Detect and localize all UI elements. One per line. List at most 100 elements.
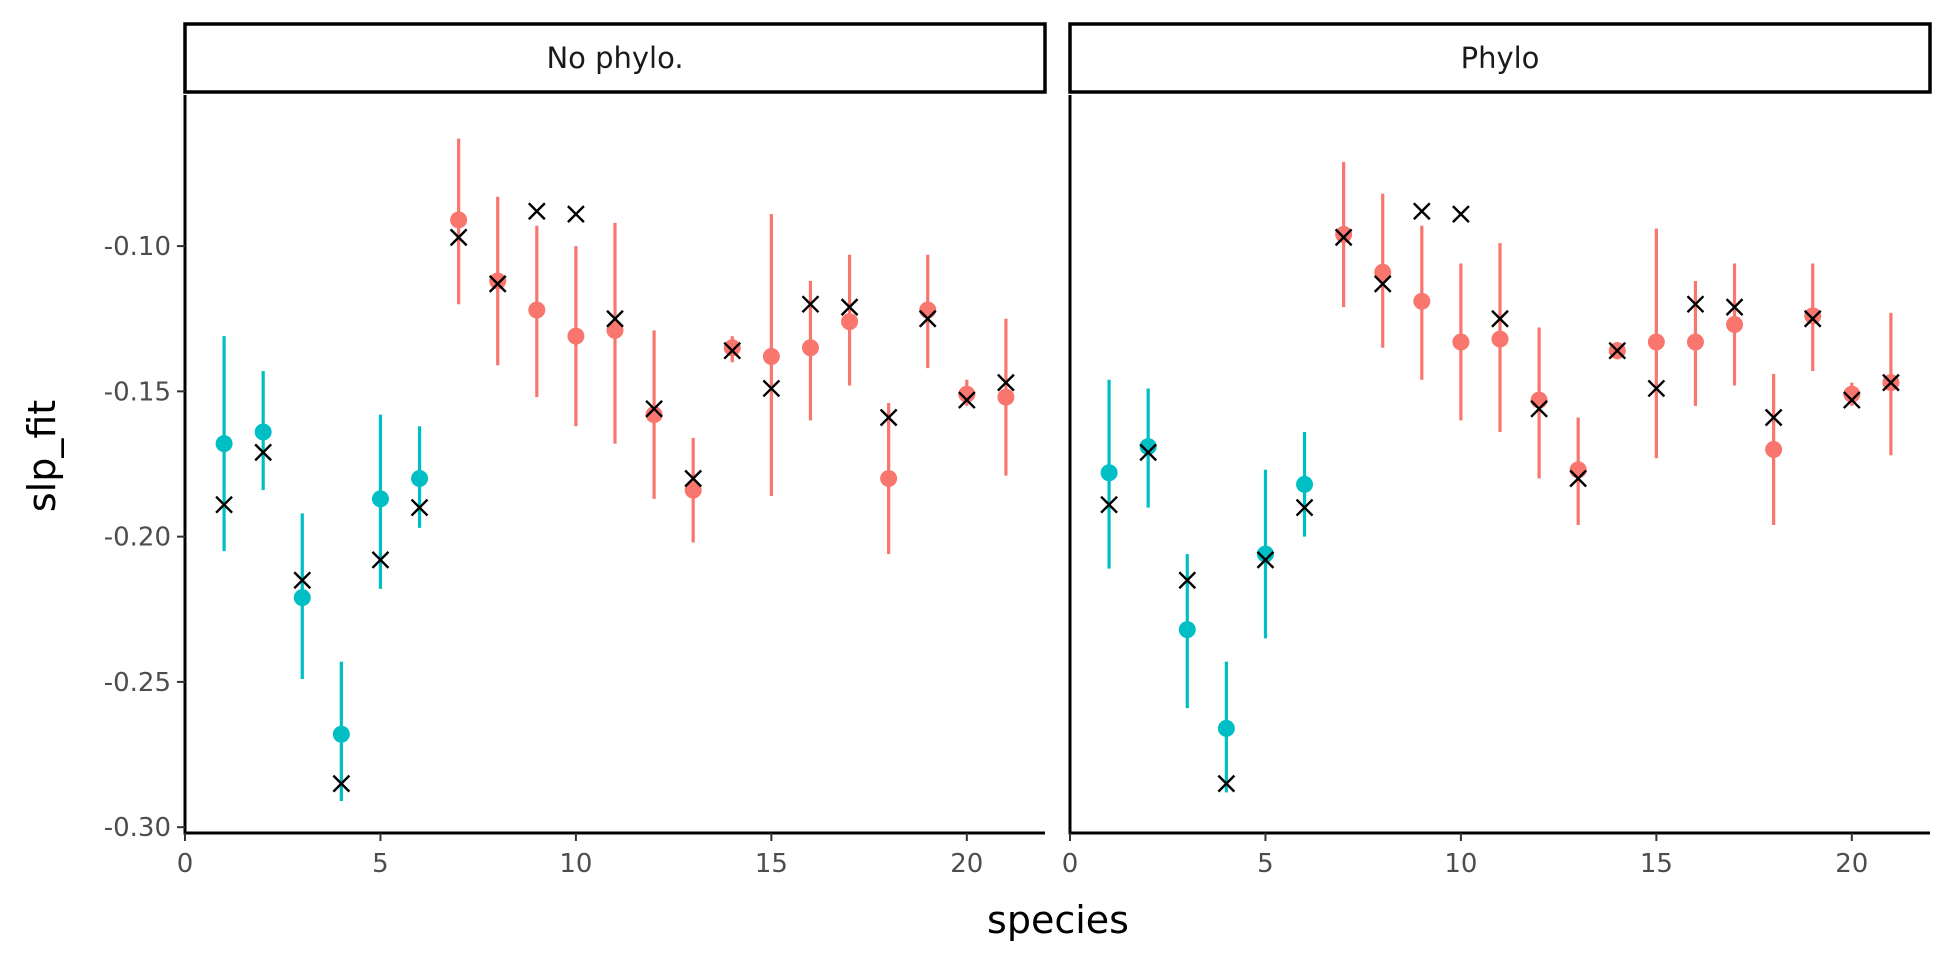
true-value-marker (293, 571, 312, 590)
true-value-marker (1491, 309, 1509, 328)
estimate-point (411, 470, 429, 488)
estimate-point (762, 347, 780, 365)
true-value-marker (1452, 205, 1470, 223)
true-value-marker (879, 408, 898, 427)
estimate-point (332, 725, 350, 743)
y-tick-label: -0.10 (104, 232, 171, 262)
true-value-marker (527, 202, 546, 221)
estimate-point (1296, 475, 1314, 493)
true-value-marker (801, 295, 820, 314)
estimate-point (723, 339, 741, 357)
estimate-point (567, 327, 585, 345)
true-value-marker (997, 373, 1015, 392)
estimate-point (997, 388, 1015, 406)
estimate-point (801, 339, 819, 357)
estimate-point (293, 589, 311, 607)
estimate-point (1178, 621, 1196, 639)
estimate-point (1256, 545, 1274, 563)
x-tick-label: 10 (559, 849, 592, 879)
estimate-point (958, 385, 976, 403)
estimate-point (880, 470, 898, 488)
true-value-marker (1647, 379, 1666, 398)
x-tick-label: 10 (1444, 849, 1477, 879)
estimate-point (684, 481, 702, 499)
estimate-point (1647, 333, 1665, 351)
x-axis-title: species (987, 898, 1129, 942)
facet-strip-box (1068, 22, 1932, 94)
true-value-marker (1412, 202, 1431, 221)
true-value-marker (332, 774, 351, 793)
estimate-point (1530, 391, 1548, 409)
true-value-marker (1530, 399, 1548, 418)
true-value-marker (1882, 373, 1900, 392)
estimate-point (1374, 263, 1392, 281)
true-value-marker (645, 399, 663, 418)
estimate-point (1452, 333, 1470, 351)
true-value-marker (1608, 341, 1627, 360)
true-value-marker (254, 443, 273, 462)
true-value-marker (1569, 469, 1588, 488)
true-value-marker (449, 228, 468, 247)
x-tick-label: 0 (1062, 849, 1079, 879)
estimate-point (371, 490, 389, 508)
facet-strip: Phylo (1068, 22, 1932, 94)
true-value-marker (1295, 498, 1314, 517)
facet-strip-label: Phylo (1461, 41, 1540, 75)
facet-strip: No phylo. (183, 22, 1047, 94)
true-value-marker (606, 309, 624, 328)
estimate-point (489, 272, 507, 290)
estimate-point (645, 406, 663, 424)
x-tick-label: 0 (177, 849, 194, 879)
estimate-point (1217, 719, 1235, 737)
true-value-marker (1842, 391, 1861, 409)
panels-layer: No phylo. 0 5 10 15 20 -0.10 -0.15 -0.20 -0.25 -0.… (104, 22, 1932, 879)
true-value-marker (410, 498, 429, 517)
estimate-point (1726, 316, 1744, 334)
panel-2: Phylo 0 5 10 15 20 (1062, 22, 1932, 879)
facet-strip-box (183, 22, 1047, 94)
true-value-marker (1334, 228, 1353, 247)
true-value-marker (567, 205, 585, 223)
true-value-marker (1373, 275, 1392, 293)
y-tick-label: -0.25 (104, 668, 171, 698)
x-tick-label: 5 (372, 849, 389, 879)
true-value-marker (488, 275, 507, 293)
estimate-point (1765, 440, 1783, 458)
true-value-marker (1217, 774, 1236, 793)
estimate-point (1843, 385, 1861, 403)
true-value-marker (1686, 295, 1705, 314)
true-value-marker (1256, 551, 1275, 569)
estimate-point (606, 321, 624, 339)
facet-strip-label: No phylo. (546, 41, 683, 75)
estimate-point (1413, 292, 1431, 310)
true-value-marker (684, 469, 703, 488)
estimate-point (254, 423, 272, 441)
estimate-point (528, 301, 546, 319)
estimate-point (450, 211, 468, 229)
estimate-point (919, 301, 937, 319)
estimate-point (215, 435, 233, 453)
y-axis-title: slp_fit (20, 400, 64, 512)
panel-1: No phylo. 0 5 10 15 20 -0.10 -0.15 -0.20 -0.25 -0.… (104, 22, 1047, 879)
estimate-point (1491, 330, 1509, 348)
estimate-point (1139, 438, 1157, 456)
true-value-marker (1139, 443, 1158, 462)
true-value-marker (957, 391, 976, 409)
true-value-marker (371, 551, 390, 569)
y-tick-label: -0.15 (104, 377, 171, 407)
estimate-point (1686, 333, 1704, 351)
x-tick-label: 15 (755, 849, 788, 879)
true-value-marker (215, 495, 233, 514)
y-tick-label: -0.30 (104, 813, 171, 843)
true-value-marker (762, 379, 781, 398)
true-value-marker (918, 309, 937, 328)
x-tick-label: 5 (1257, 849, 1274, 879)
true-value-marker (1100, 495, 1118, 514)
x-tick-label: 20 (1835, 849, 1868, 879)
estimate-point (1804, 307, 1822, 325)
true-value-marker (840, 298, 859, 316)
true-value-marker (1178, 571, 1197, 590)
estimate-point (1569, 461, 1587, 479)
true-value-marker (1764, 408, 1783, 427)
